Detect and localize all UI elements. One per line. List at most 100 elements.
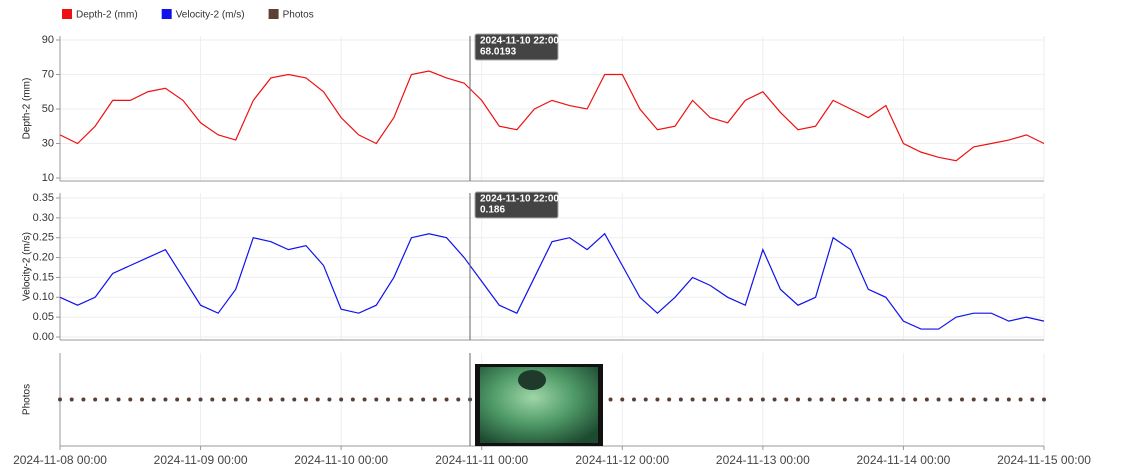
photo-dot: [432, 397, 437, 402]
photo-dot: [186, 397, 191, 402]
x-tick-label: 2024-11-10 00:00: [294, 453, 388, 467]
y-tick-label: 0.25: [33, 232, 54, 244]
photo-dot: [889, 397, 894, 402]
photo-dot: [960, 397, 964, 402]
photo-dot: [796, 397, 800, 402]
photo-dot: [116, 397, 121, 402]
photo-dot: [292, 397, 297, 402]
photo-dot: [936, 397, 941, 402]
y-tick-label: 90: [42, 34, 54, 46]
photo-dot: [948, 397, 953, 402]
photo-dot: [784, 397, 789, 402]
photo-dot: [397, 397, 402, 402]
photo-dot: [714, 397, 718, 402]
photo-dot: [901, 397, 906, 402]
y-tick-label: 0.30: [33, 212, 54, 224]
x-tick-label: 2024-11-15 00:00: [997, 453, 1091, 467]
data-line: [59, 70, 1045, 162]
legend-label: Velocity-2 (m/s): [176, 10, 245, 21]
photo-dot: [362, 397, 367, 402]
x-tick-label: 2024-11-09 00:00: [154, 453, 248, 467]
photo-dot: [842, 397, 847, 402]
legend-swatch: [62, 9, 72, 19]
legend-swatch: [161, 9, 172, 19]
photo-dot: [374, 397, 379, 402]
tooltip-box: [474, 191, 559, 219]
photo-dot: [760, 397, 765, 402]
photo-dot: [737, 397, 742, 402]
y-axis-label: Photos: [22, 384, 33, 415]
photo-dot: [854, 397, 859, 402]
legend-label: Depth-2 (mm): [76, 10, 138, 21]
photo-dot: [690, 397, 695, 402]
photo-dot: [304, 397, 308, 402]
photo-dot: [608, 397, 613, 402]
photo-dot: [421, 397, 426, 402]
photo-dot: [1042, 397, 1046, 402]
photo-dot: [749, 397, 754, 402]
photo-dot: [807, 397, 812, 402]
y-axis-label: Velocity-2 (m/s): [22, 232, 33, 301]
photo-dot: [104, 397, 109, 402]
photo-dot: [233, 397, 238, 402]
y-tick-label: 0.00: [33, 331, 54, 343]
photo-dot: [163, 397, 168, 402]
x-tick-label: 2024-11-12 00:00: [575, 453, 669, 467]
photo-dot: [58, 397, 62, 402]
photo-dot: [444, 397, 449, 402]
photo-dot: [93, 397, 98, 402]
photo-dot: [222, 397, 226, 402]
photo-dot: [1018, 397, 1023, 402]
photo-dot: [409, 397, 414, 402]
photo-dot: [140, 397, 144, 402]
x-tick-label: 2024-11-08 00:00: [13, 453, 107, 467]
tooltip-box: [474, 33, 559, 61]
photo-dot: [315, 397, 320, 402]
legend-swatch: [268, 9, 279, 19]
photo-dot: [620, 397, 625, 402]
photo-dot: [1006, 397, 1011, 402]
photo-dot: [257, 397, 262, 402]
photo-dot: [772, 397, 777, 402]
photo-dot: [69, 397, 74, 402]
y-tick-label: 70: [42, 68, 54, 80]
photo-dot: [655, 397, 660, 402]
photo-dot: [632, 397, 636, 402]
legend-label: Photos: [283, 10, 314, 21]
photo-dot: [327, 397, 332, 402]
y-tick-label: 50: [42, 103, 54, 115]
photo-dot: [339, 397, 344, 402]
photo-dot: [643, 397, 648, 402]
y-tick-label: 0.15: [33, 271, 54, 283]
photo-dot: [878, 397, 882, 402]
photo-dot: [128, 397, 133, 402]
tooltip: 2024-11-10 22:000.186: [474, 191, 559, 219]
y-tick-label: 0.35: [33, 192, 54, 204]
photo-dot: [831, 397, 836, 402]
photo-dot: [456, 397, 461, 402]
photo-dot: [995, 397, 1000, 402]
photo-dot: [280, 397, 285, 402]
y-axis-label: Depth-2 (mm): [22, 78, 33, 140]
data-line: [59, 232, 1045, 330]
photo-detail: [518, 370, 546, 390]
photo-dot: [971, 397, 976, 402]
y-tick-label: 0.10: [33, 291, 54, 303]
y-tick-label: 30: [42, 137, 54, 149]
photo-dot: [268, 397, 273, 402]
photo-dot: [386, 397, 390, 402]
photo-dot: [210, 397, 215, 402]
x-tick-label: 2024-11-11 00:00: [435, 453, 528, 467]
x-tick-label: 2024-11-14 00:00: [856, 453, 950, 467]
x-tick-label: 2024-11-13 00:00: [716, 453, 810, 467]
photo-dot: [924, 397, 929, 402]
tooltip-time: 2024-11-10 22:00: [480, 36, 559, 47]
photo-dot: [819, 397, 824, 402]
tooltip-value: 68.0193: [480, 47, 517, 58]
photo-dot: [983, 397, 988, 402]
tooltip-value: 0.186: [480, 205, 505, 216]
photo-dot: [866, 397, 871, 402]
y-tick-label: 0.20: [33, 251, 54, 263]
